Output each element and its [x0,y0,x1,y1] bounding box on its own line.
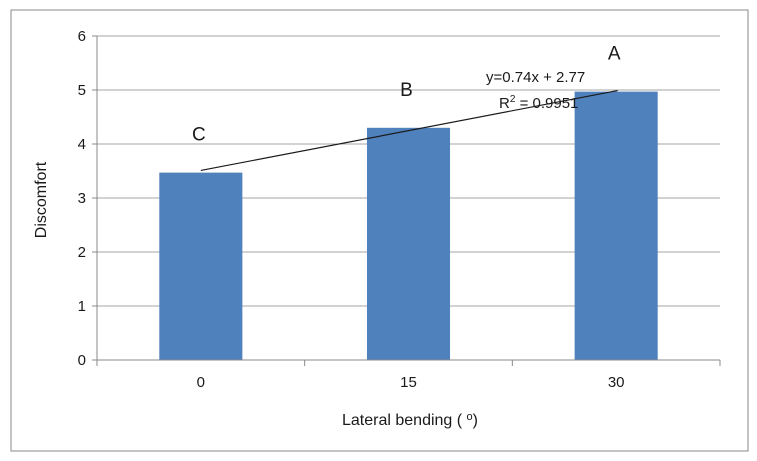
bar [159,172,243,360]
trendline [200,89,618,172]
x-tick-label: 15 [400,374,417,391]
tick-labels: 0 1 2 3 4 5 6 0 15 30 [78,28,625,391]
bars [159,91,658,361]
significance-letter: C [192,125,206,146]
axes [96,36,721,366]
bar [574,91,658,361]
y-tick-label: 1 [78,298,86,315]
y-tick-label: 3 [78,190,86,207]
trendline-equation: y=0.74x + 2.77 [486,69,585,86]
y-tick-label: 4 [78,136,86,153]
y-axis-label: Discomfort [33,161,50,238]
y-tick-label: 0 [78,352,86,369]
bar [366,127,451,360]
trendline-group: y=0.74x + 2.77 R2 = 0.9951 [200,69,618,172]
x-axis-label: Lateral bending ( o) [342,411,478,429]
significance-letter: B [400,80,413,101]
bar-letters: C B A [192,44,621,146]
y-tick-label: 5 [78,82,86,99]
x-tick-label: 0 [197,374,205,391]
y-tick-label: 2 [78,244,86,261]
trendline-r-squared: R2 = 0.9951 [499,94,578,112]
significance-letter: A [608,44,621,65]
x-tick-label: 30 [608,374,625,391]
y-tick-label: 6 [78,28,86,45]
